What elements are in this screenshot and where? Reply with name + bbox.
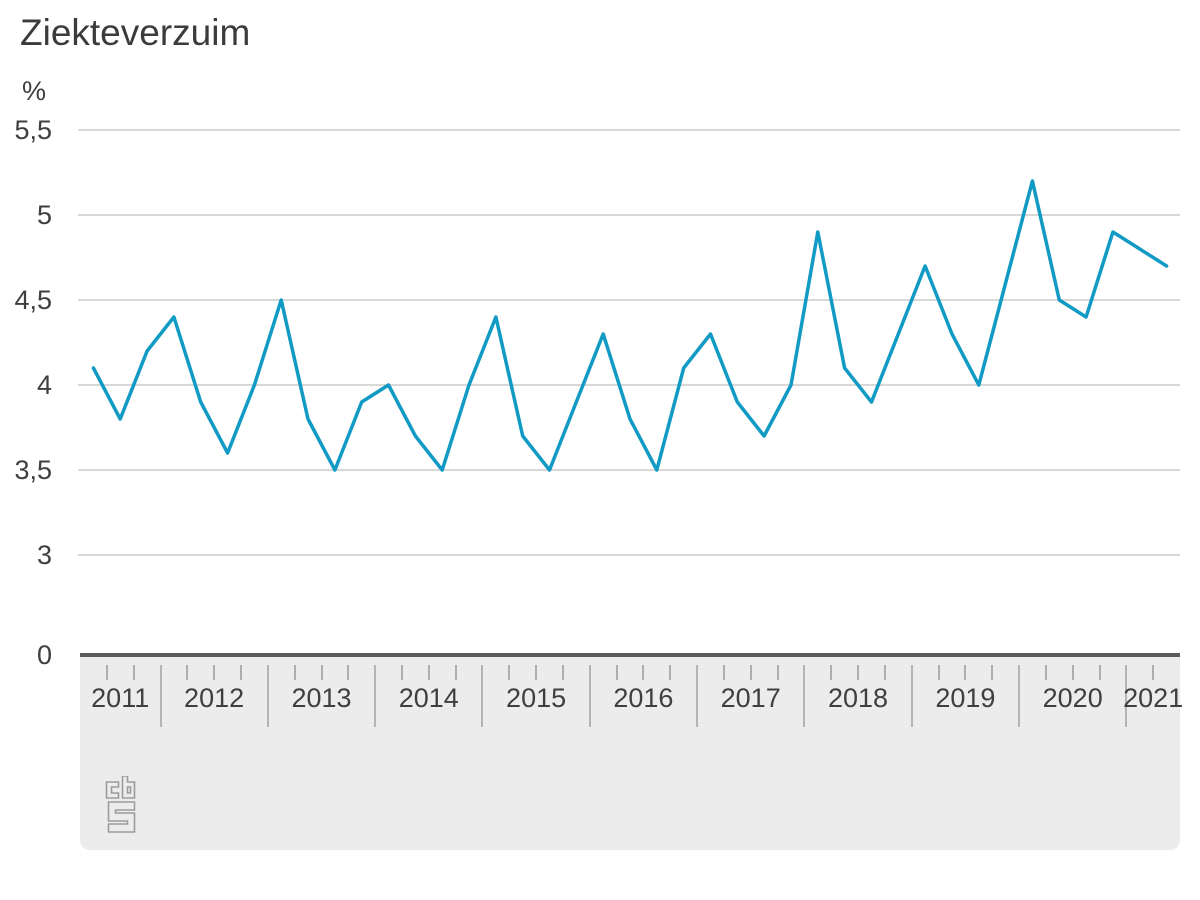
x-axis-year-label-2012: 2012 bbox=[184, 683, 245, 713]
year-separator-tick bbox=[588, 665, 591, 727]
x-axis-year-label-2018: 2018 bbox=[827, 683, 889, 713]
cbs-logo-icon bbox=[105, 776, 136, 833]
year-separator-tick bbox=[696, 665, 699, 727]
x-axis-year-label-2016: 2016 bbox=[613, 683, 674, 713]
quarter-tick bbox=[991, 665, 994, 680]
quarter-tick bbox=[213, 665, 216, 680]
year-separator-tick bbox=[159, 665, 162, 727]
y-axis-unit-label: % bbox=[22, 76, 47, 106]
quarter-tick bbox=[964, 665, 967, 680]
quarter-tick bbox=[1098, 665, 1101, 680]
quarter-tick bbox=[427, 665, 430, 680]
quarter-tick bbox=[1071, 665, 1074, 680]
year-separator-tick bbox=[1018, 665, 1020, 727]
quarter-tick bbox=[186, 665, 189, 680]
quarter-tick bbox=[1152, 665, 1155, 680]
quarter-tick bbox=[615, 665, 618, 680]
quarter-tick bbox=[857, 665, 859, 680]
x-axis-year-label-2014: 2014 bbox=[398, 683, 459, 713]
x-axis-panel: 2011 2012 2013 2014 2015 2016 2017 2018 2019 2020… bbox=[80, 653, 1184, 850]
quarter-tick bbox=[347, 665, 350, 680]
quarter-tick bbox=[749, 665, 752, 680]
quarter-tick bbox=[535, 665, 538, 680]
y-axis-label-3_5: 3,5 bbox=[14, 455, 52, 485]
cbs-logo-letter-b bbox=[121, 776, 136, 799]
year-separator-tick bbox=[481, 665, 484, 727]
x-axis-year-label-2015: 2015 bbox=[506, 683, 567, 713]
quarter-tick bbox=[937, 665, 940, 680]
y-axis-label-5: 5 bbox=[36, 200, 52, 230]
quarter-tick bbox=[320, 665, 323, 680]
chart-title: Ziekteverzuim bbox=[20, 12, 251, 53]
y-axis-label-4_5: 4,5 bbox=[14, 285, 52, 315]
quarter-tick bbox=[1044, 665, 1047, 680]
x-axis-year-label-2011: 2011 bbox=[91, 683, 150, 713]
y-axis-label-5_5: 5,5 bbox=[14, 115, 52, 145]
quarter-tick bbox=[105, 665, 108, 680]
series-line-ziekteverzuim bbox=[91, 179, 1169, 472]
quarter-tick bbox=[722, 665, 725, 680]
year-separator-tick bbox=[910, 665, 913, 727]
x-axis-year-label-2017: 2017 bbox=[720, 683, 781, 713]
quarter-tick bbox=[240, 665, 242, 680]
quarter-tick bbox=[293, 665, 296, 680]
cbs-logo-letter-s bbox=[107, 801, 136, 833]
y-axis-label-4: 4 bbox=[36, 370, 52, 400]
x-axis-year-label-2021: 2021 bbox=[1123, 683, 1184, 713]
quarter-tick bbox=[642, 665, 645, 680]
cbs-logo-letter-c bbox=[105, 781, 120, 799]
year-separator-tick bbox=[374, 665, 377, 727]
year-separator-tick bbox=[1125, 665, 1128, 727]
x-axis-year-label-2020: 2020 bbox=[1042, 683, 1103, 713]
quarter-tick bbox=[132, 665, 135, 680]
quarter-tick bbox=[401, 665, 403, 680]
quarter-tick bbox=[883, 665, 886, 680]
y-axis-label-0: 0 bbox=[36, 640, 52, 670]
quarter-tick bbox=[561, 665, 564, 680]
quarter-tick bbox=[508, 665, 511, 680]
quarter-tick bbox=[830, 665, 833, 680]
year-separator-tick bbox=[803, 665, 806, 727]
y-axis-label-3: 3 bbox=[36, 540, 52, 570]
quarter-tick bbox=[454, 665, 457, 680]
quarter-tick bbox=[776, 665, 779, 680]
x-axis-year-label-2019: 2019 bbox=[935, 683, 996, 713]
quarter-tick bbox=[669, 665, 672, 680]
year-separator-tick bbox=[266, 665, 269, 727]
x-axis-year-label-2013: 2013 bbox=[291, 683, 352, 713]
